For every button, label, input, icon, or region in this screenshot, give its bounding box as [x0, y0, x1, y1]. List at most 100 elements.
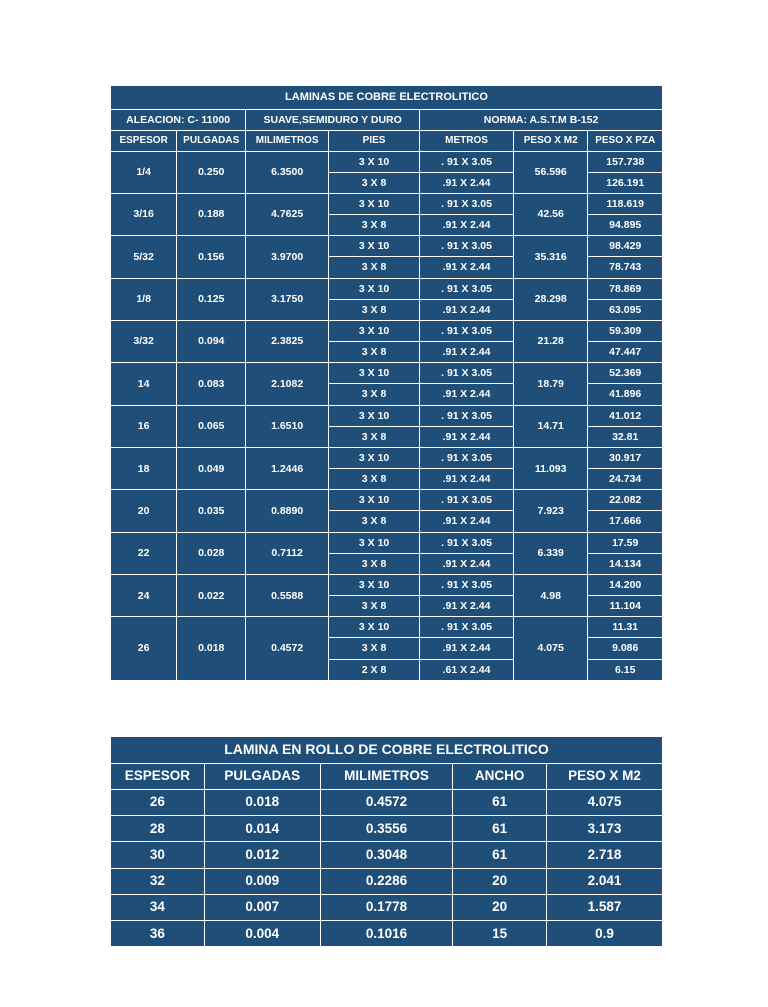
hdr-pies: PIES: [329, 131, 420, 152]
table1-headers: ESPESOR PULGADAS MILIMETROS PIES METROS …: [111, 131, 663, 152]
cell-peso: 2.718: [547, 842, 663, 868]
cell-pulgadas: 0.012: [204, 842, 320, 868]
cell-pies: 3 X 8: [329, 342, 420, 363]
hdr2-espesor: ESPESOR: [111, 763, 205, 789]
cell-espesor: 1/4: [111, 151, 177, 193]
table-row: 280.0140.3556613.173: [111, 816, 663, 842]
cell-pies: 3 X 8: [329, 553, 420, 574]
cell-espesor: 30: [111, 842, 205, 868]
cell-metros: .91 X 2.44: [420, 553, 514, 574]
cell-metros: .91 X 2.44: [420, 426, 514, 447]
cell-mm: 3.9700: [246, 236, 329, 278]
cell-pies: 3 X 10: [329, 574, 420, 595]
cell-pulgadas: 0.009: [204, 868, 320, 894]
cell-peso-m2: 14.71: [513, 405, 588, 447]
cell-peso: 0.9: [547, 921, 663, 947]
cell-mm: 0.4572: [320, 789, 452, 815]
cell-pulgadas: 0.125: [177, 278, 246, 320]
cell-mm: 0.5588: [246, 574, 329, 616]
table-row: 340.0070.1778201.587: [111, 894, 663, 920]
cell-pulgadas: 0.022: [177, 574, 246, 616]
hdr-peso-pza: PESO X PZA: [588, 131, 663, 152]
cell-mm: 2.3825: [246, 320, 329, 362]
hdr-peso-m2: PESO X M2: [513, 131, 588, 152]
cell-pies: 3 X 8: [329, 172, 420, 193]
table1-aleacion: ALEACION: C- 11000: [111, 109, 246, 130]
cell-peso-pza: 59.309: [588, 320, 663, 341]
cell-metros: .91 X 2.44: [420, 469, 514, 490]
cell-pies: 3 X 10: [329, 363, 420, 384]
cell-pulgadas: 0.188: [177, 193, 246, 235]
table2-title: LAMINA EN ROLLO DE COBRE ELECTROLITICO: [111, 736, 663, 763]
cell-pies: 3 X 10: [329, 193, 420, 214]
cell-peso-m2: 7.923: [513, 490, 588, 532]
page: LAMINAS DE COBRE ELECTROLITICO ALEACION:…: [0, 0, 768, 1007]
cell-metros: .91 X 2.44: [420, 172, 514, 193]
cell-metros: .91 X 2.44: [420, 342, 514, 363]
cell-mm: 0.3048: [320, 842, 452, 868]
cell-pies: 3 X 10: [329, 278, 420, 299]
hdr-metros: METROS: [420, 131, 514, 152]
cell-mm: 1.6510: [246, 405, 329, 447]
cell-peso-m2: 35.316: [513, 236, 588, 278]
table-row: 3/320.0942.38253 X 10. 91 X 3.0521.2859.…: [111, 320, 663, 341]
cell-espesor: 14: [111, 363, 177, 405]
cell-pies: 3 X 8: [329, 215, 420, 236]
table-row: 360.0040.1016150.9: [111, 921, 663, 947]
table2-title-row: LAMINA EN ROLLO DE COBRE ELECTROLITICO: [111, 736, 663, 763]
cell-metros: .91 X 2.44: [420, 215, 514, 236]
cell-peso-pza: 52.369: [588, 363, 663, 384]
cell-pies: 3 X 10: [329, 532, 420, 553]
table-row: 320.0090.2286202.041: [111, 868, 663, 894]
table-row: 1/80.1253.17503 X 10. 91 X 3.0528.29878.…: [111, 278, 663, 299]
cell-mm: 1.2446: [246, 447, 329, 489]
cell-pulgadas: 0.018: [204, 789, 320, 815]
table1-title: LAMINAS DE COBRE ELECTROLITICO: [111, 86, 663, 110]
cell-peso-pza: 17.59: [588, 532, 663, 553]
cell-mm: 0.2286: [320, 868, 452, 894]
cell-pies: 3 X 8: [329, 638, 420, 659]
cell-pulgadas: 0.094: [177, 320, 246, 362]
cell-peso-pza: 24.734: [588, 469, 663, 490]
cell-ancho: 61: [453, 789, 547, 815]
table-row: 140.0832.10823 X 10. 91 X 3.0518.7952.36…: [111, 363, 663, 384]
cell-pies: 3 X 8: [329, 596, 420, 617]
cell-peso-m2: 6.339: [513, 532, 588, 574]
cell-peso-m2: 42.56: [513, 193, 588, 235]
hdr-espesor: ESPESOR: [111, 131, 177, 152]
cell-espesor: 20: [111, 490, 177, 532]
cell-pies: 3 X 8: [329, 384, 420, 405]
cell-peso-pza: 17.666: [588, 511, 663, 532]
cell-metros: .61 X 2.44: [420, 659, 514, 680]
table-row: 160.0651.65103 X 10. 91 X 3.0514.7141.01…: [111, 405, 663, 426]
cell-mm: 0.1016: [320, 921, 452, 947]
cell-peso-m2: 18.79: [513, 363, 588, 405]
cell-metros: .91 X 2.44: [420, 384, 514, 405]
cell-pies: 3 X 10: [329, 447, 420, 468]
cell-metros: . 91 X 3.05: [420, 405, 514, 426]
cell-peso-m2: 21.28: [513, 320, 588, 362]
cell-peso-pza: 98.429: [588, 236, 663, 257]
cell-mm: 3.1750: [246, 278, 329, 320]
table-row: 220.0280.71123 X 10. 91 X 3.056.33917.59: [111, 532, 663, 553]
hdr2-pulgadas: PULGADAS: [204, 763, 320, 789]
cell-peso-m2: 28.298: [513, 278, 588, 320]
cell-metros: . 91 X 3.05: [420, 363, 514, 384]
cell-metros: . 91 X 3.05: [420, 320, 514, 341]
cell-pulgadas: 0.065: [177, 405, 246, 447]
cell-mm: 0.8890: [246, 490, 329, 532]
hdr2-peso: PESO X M2: [547, 763, 663, 789]
cell-mm: 0.1778: [320, 894, 452, 920]
cell-peso-pza: 14.200: [588, 574, 663, 595]
table-gap: [110, 681, 663, 736]
cell-peso-m2: 4.075: [513, 617, 588, 681]
hdr-mm: MILIMETROS: [246, 131, 329, 152]
cell-espesor: 26: [111, 617, 177, 681]
table1-temper: SUAVE,SEMIDURO Y DURO: [246, 109, 420, 130]
cell-ancho: 15: [453, 921, 547, 947]
cell-espesor: 28: [111, 816, 205, 842]
cell-peso-pza: 11.31: [588, 617, 663, 638]
table-row: 260.0180.4572614.075: [111, 789, 663, 815]
cell-peso-pza: 6.15: [588, 659, 663, 680]
cell-peso-pza: 22.082: [588, 490, 663, 511]
